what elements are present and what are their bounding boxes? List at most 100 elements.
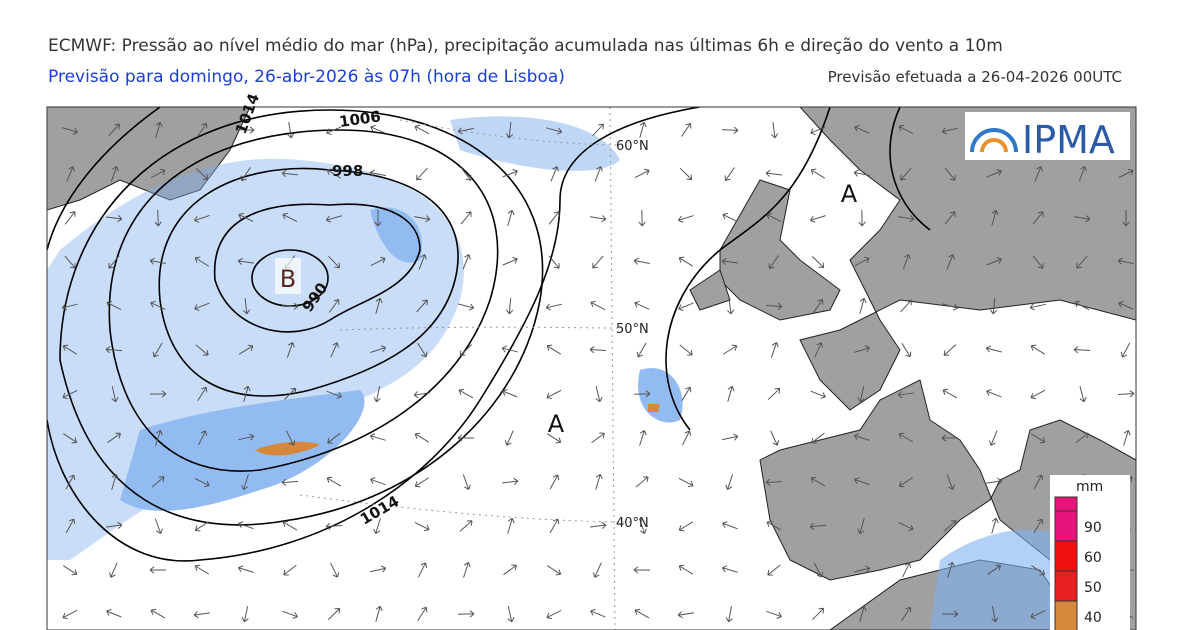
wind-arrow bbox=[154, 518, 163, 534]
wind-arrow bbox=[809, 522, 827, 530]
wind-arrow bbox=[547, 433, 562, 444]
wind-arrow bbox=[506, 297, 514, 315]
wind-arrow bbox=[1117, 390, 1135, 398]
wind-arrow bbox=[943, 344, 957, 356]
wind-arrow bbox=[155, 121, 163, 138]
wind-arrow bbox=[328, 255, 341, 269]
wind-arrow bbox=[282, 610, 298, 619]
wind-arrow bbox=[62, 127, 79, 135]
wind-arrow bbox=[1074, 215, 1091, 223]
wind-arrow bbox=[546, 609, 562, 620]
wind-arrow bbox=[639, 121, 647, 138]
wind-arrow bbox=[991, 517, 999, 534]
wind-arrow bbox=[854, 565, 871, 573]
wind-arrow bbox=[547, 565, 562, 576]
wind-arrow bbox=[325, 522, 343, 530]
wind-arrow bbox=[326, 168, 342, 179]
wind-arrow bbox=[286, 342, 295, 358]
wind-arrow bbox=[326, 126, 342, 136]
wind-arrow bbox=[721, 565, 738, 573]
wind-arrow bbox=[106, 609, 122, 618]
wind-arrow bbox=[502, 477, 519, 485]
wind-arrow bbox=[765, 302, 783, 310]
wind-arrow bbox=[149, 566, 167, 574]
wind-arrow bbox=[62, 344, 78, 355]
wind-arrow bbox=[106, 300, 122, 311]
wind-arrow bbox=[238, 433, 255, 441]
wind-arrow bbox=[678, 302, 694, 311]
wind-arrow bbox=[152, 342, 163, 358]
wind-arrow bbox=[986, 389, 1002, 398]
wind-arrow bbox=[197, 122, 208, 137]
wind-arrow bbox=[237, 257, 254, 265]
wind-arrow bbox=[282, 212, 298, 223]
wind-arrow bbox=[722, 344, 738, 355]
wind-arrow bbox=[457, 127, 474, 135]
wind-arrow bbox=[328, 299, 340, 313]
wind-arrow bbox=[107, 432, 121, 444]
wind-arrow bbox=[546, 127, 563, 135]
wind-arrow bbox=[591, 432, 605, 444]
wind-arrow bbox=[414, 124, 430, 135]
wind-arrow bbox=[634, 168, 650, 179]
wind-arrow bbox=[809, 215, 826, 223]
wind-arrow bbox=[326, 476, 342, 487]
wind-arrow bbox=[149, 257, 166, 265]
wind-arrow bbox=[194, 256, 210, 267]
wind-arrow bbox=[1078, 166, 1087, 182]
wind-arrow bbox=[725, 474, 733, 491]
wind-arrow bbox=[590, 215, 607, 223]
wind-arrow bbox=[1118, 168, 1134, 179]
wind-arrow bbox=[65, 474, 76, 490]
pressure-center: A bbox=[841, 180, 858, 208]
wind-arrow bbox=[766, 212, 782, 222]
wind-arrow bbox=[327, 432, 341, 444]
wind-arrow bbox=[507, 517, 515, 534]
wind-arrow bbox=[595, 386, 603, 403]
wind-arrow bbox=[636, 342, 647, 358]
wind-arrow bbox=[854, 345, 871, 353]
wind-arrow bbox=[374, 209, 382, 227]
wind-arrow bbox=[681, 430, 692, 446]
graticule bbox=[299, 107, 631, 630]
wind-arrow bbox=[1122, 209, 1130, 227]
legend-swatch bbox=[1054, 540, 1078, 572]
wind-arrow bbox=[634, 608, 650, 619]
wind-arrow bbox=[898, 522, 914, 532]
wind-arrow bbox=[504, 430, 514, 446]
wind-arrow bbox=[1033, 518, 1044, 534]
wind-arrow bbox=[1033, 474, 1044, 490]
wind-arrow bbox=[766, 520, 782, 531]
wind-arrow bbox=[502, 169, 518, 178]
wind-arrow bbox=[62, 565, 78, 576]
isobar-label: 1006 bbox=[338, 107, 382, 131]
wind-arrow bbox=[243, 385, 251, 402]
wind-arrow bbox=[1118, 300, 1134, 310]
wind-arrow bbox=[678, 521, 694, 532]
wind-arrow bbox=[986, 169, 1002, 178]
wind-arrow bbox=[721, 257, 738, 265]
latitude-labels: 60°N 50°N 40°N bbox=[616, 139, 649, 531]
wind-arrow bbox=[946, 254, 955, 270]
wind-arrow bbox=[414, 477, 430, 488]
wind-arrow bbox=[722, 433, 739, 441]
legend-swatch bbox=[1054, 570, 1078, 602]
issued: Previsão efetuada a 26-04-2026 00UTC bbox=[827, 68, 1122, 86]
wind-arrow bbox=[589, 346, 607, 354]
wind-arrow bbox=[505, 121, 514, 139]
wind-arrow bbox=[1073, 346, 1091, 354]
wind-arrow bbox=[373, 386, 381, 403]
wind-arrow bbox=[545, 303, 562, 311]
legend-label: 50 bbox=[1084, 580, 1102, 596]
wind-arrow bbox=[548, 255, 560, 269]
wind-arrow bbox=[724, 167, 735, 182]
wind-arrow bbox=[457, 434, 475, 442]
wind-arrow bbox=[195, 344, 209, 356]
wind-arrow bbox=[238, 344, 254, 355]
wind-arrow bbox=[812, 607, 825, 621]
wind-arrow bbox=[900, 299, 912, 313]
wind-arrow bbox=[941, 610, 959, 618]
wind-arrow bbox=[462, 474, 471, 490]
wind-arrow bbox=[810, 390, 826, 399]
wind-arrow bbox=[194, 302, 210, 311]
